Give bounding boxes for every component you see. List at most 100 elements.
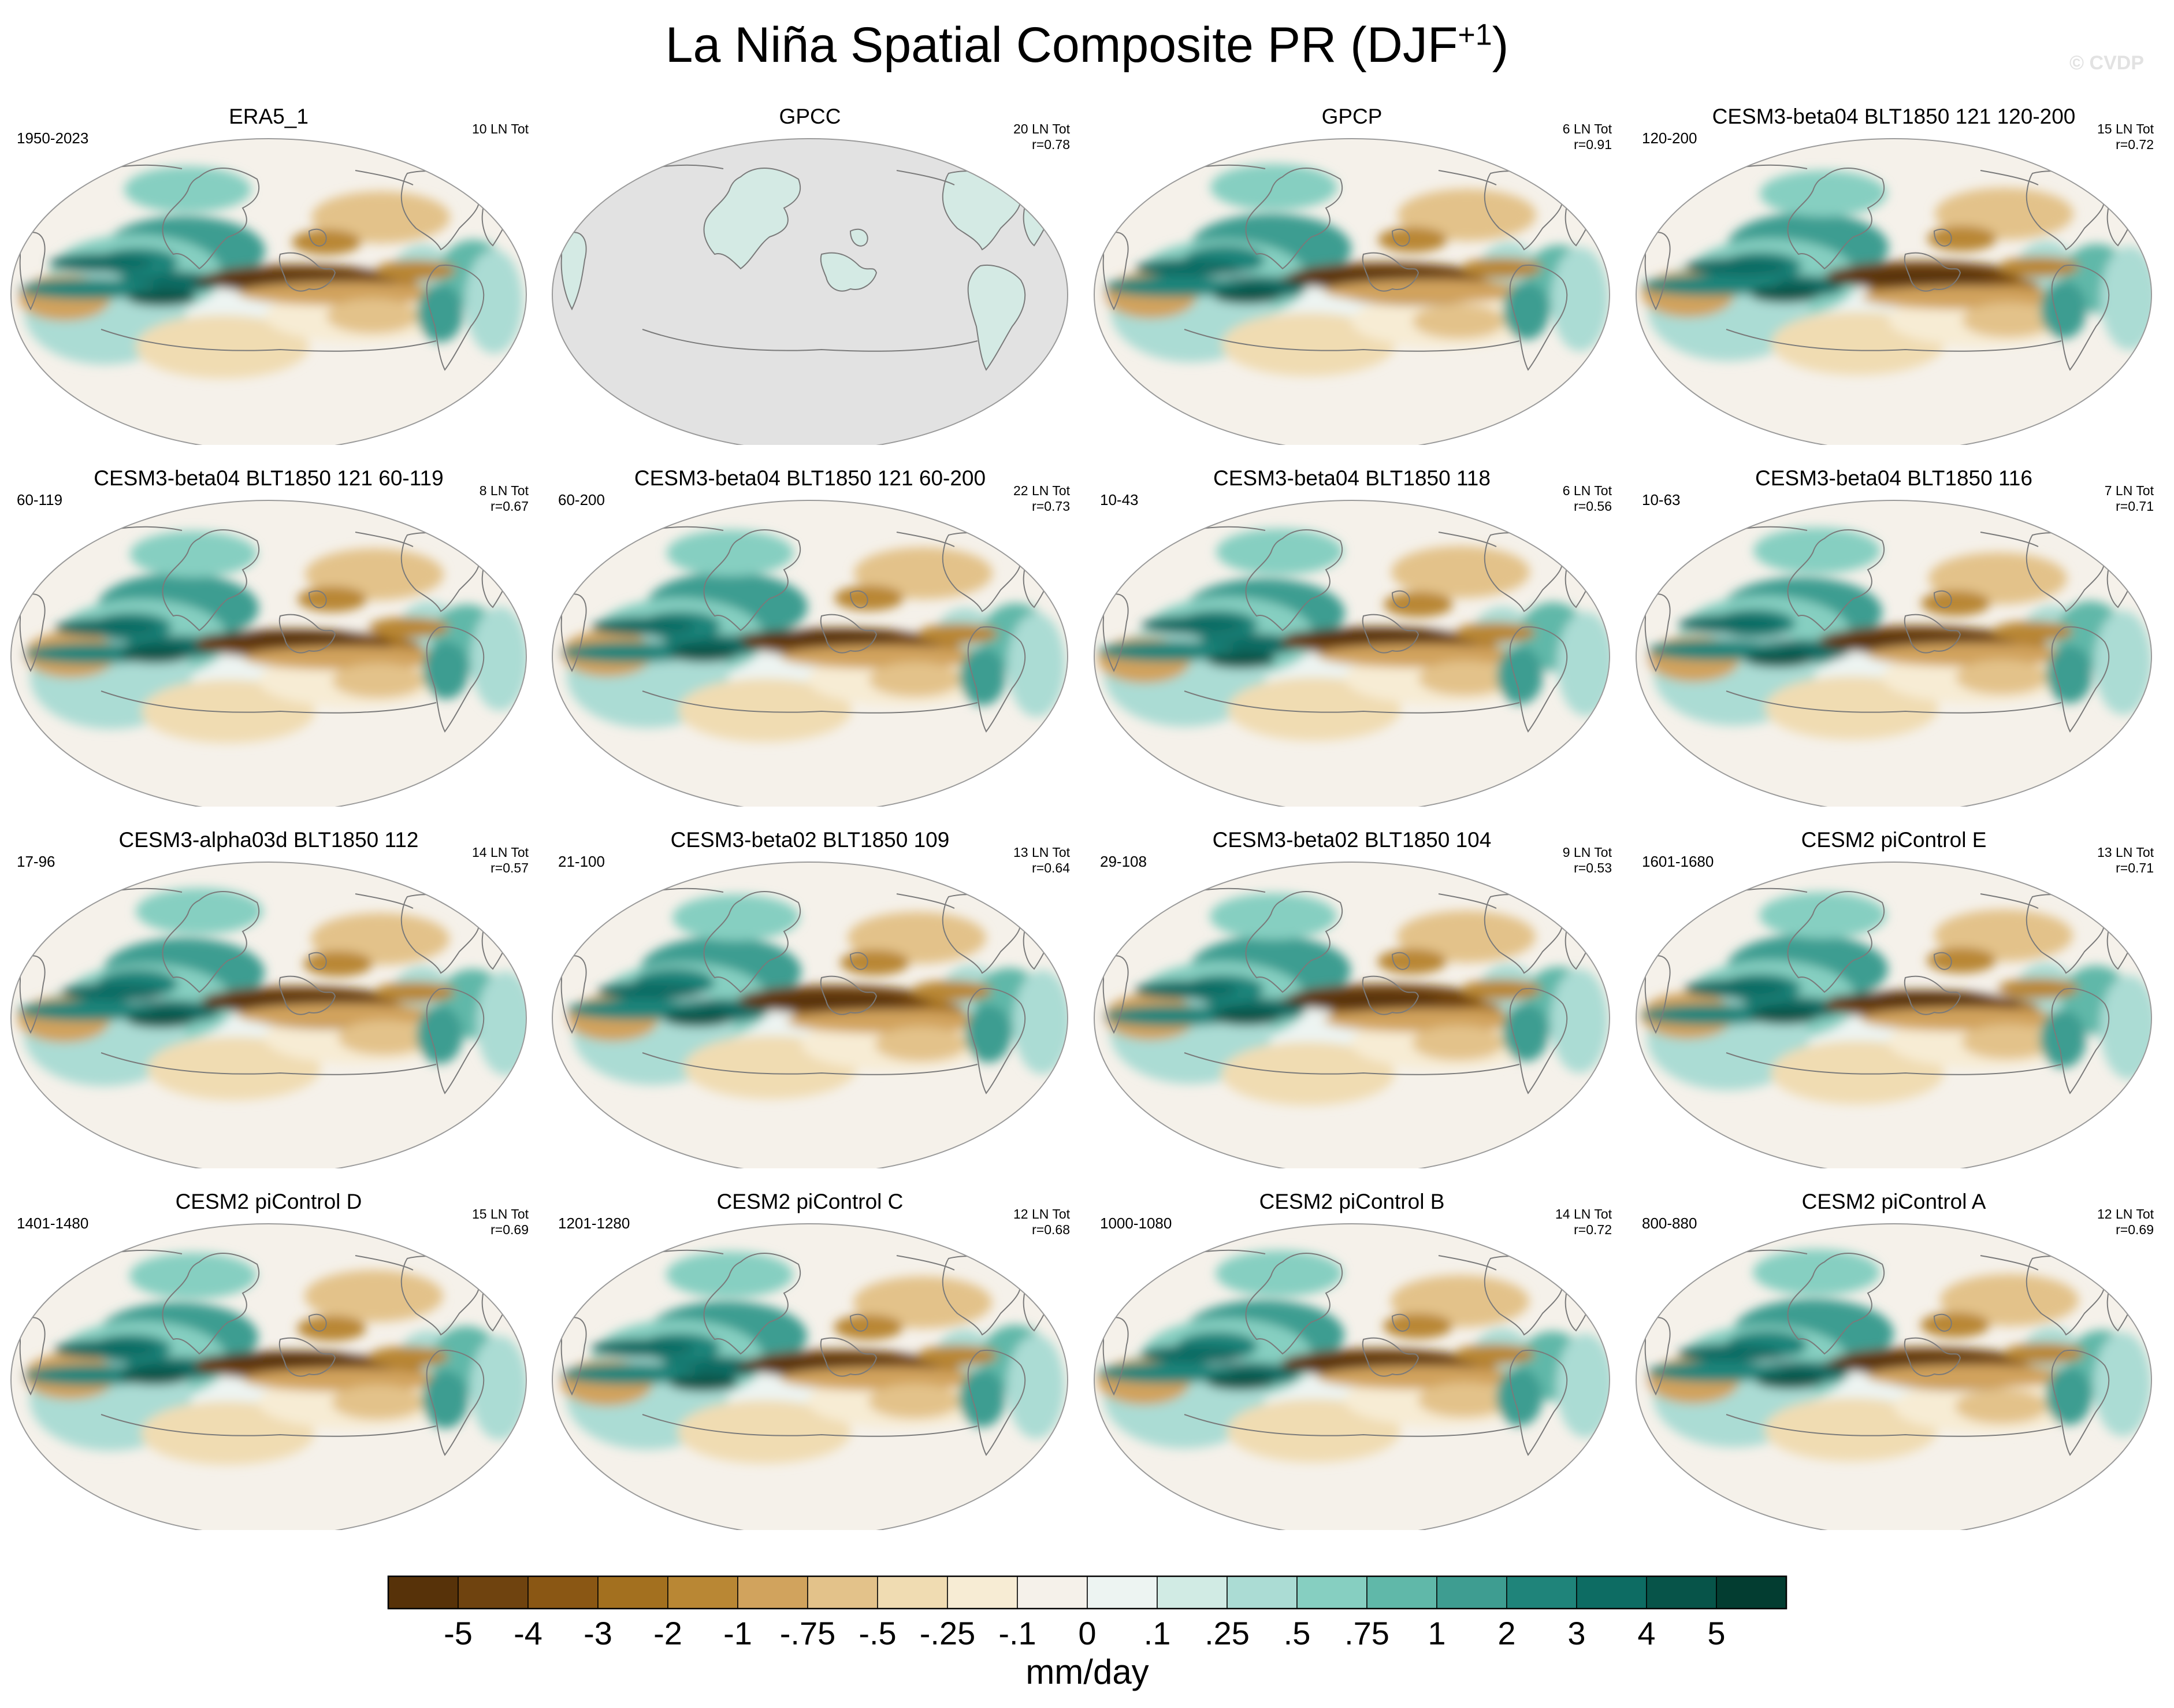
precip-anomaly-region (1861, 286, 2069, 309)
precip-anomaly-region (1461, 258, 1542, 279)
ln-total: 15 LN Tot (471, 1206, 529, 1221)
map-outline (10, 862, 527, 1168)
panel-title: CESM3-beta02 BLT1850 104 (1212, 828, 1492, 852)
colorbar-bin (1227, 1576, 1298, 1609)
precip-anomaly-region (304, 1270, 443, 1322)
ln-total: 20 LN Tot (1013, 121, 1070, 136)
precip-anomaly-region (1141, 616, 1245, 634)
precip-anomaly-region (1210, 164, 1337, 210)
precip-field (1638, 528, 2151, 740)
panel-title: CESM3-beta04 BLT1850 121 120-200 (1712, 105, 2076, 128)
precip-anomaly-region (244, 647, 452, 670)
panel-stats: 12 LN Tot r=0.69 (2097, 1206, 2154, 1238)
precip-field (1098, 529, 1610, 741)
precip-field (557, 894, 1068, 1099)
panel-stats: 14 LN Tot r=0.57 (472, 845, 529, 876)
colorbar-bin (1716, 1576, 1787, 1609)
precip-anomaly-region (1759, 892, 1886, 938)
precip-field (11, 166, 523, 378)
precip-anomaly-region (374, 982, 455, 1002)
precip-anomaly-region (1227, 1399, 1400, 1462)
precip-anomaly-region (2004, 1343, 2084, 1364)
precip-anomaly-region (1557, 612, 1610, 716)
colorbar-bin (1506, 1576, 1577, 1609)
precip-anomaly-region (1998, 257, 2079, 277)
panel-stats: 13 LN Tot r=0.64 (1013, 845, 1070, 876)
map-panel: CESM3-beta02 BLT1850 104 29-108 9 LN Tot r=… (1092, 827, 1612, 1174)
colorbar-bin (388, 1576, 459, 1609)
precip-anomaly-region (2101, 246, 2151, 350)
precip-anomaly-region (2046, 645, 2093, 703)
precip-field (1637, 1249, 2151, 1461)
colorbar-bin (1087, 1576, 1158, 1609)
panel-stats: 6 LN Tot r=0.91 (1563, 121, 1612, 153)
colorbar-bin (877, 1576, 948, 1609)
precip-anomaly-region (1206, 1373, 1275, 1390)
precip-anomaly-region (1391, 546, 1530, 598)
precip-anomaly-region (1140, 1345, 1244, 1364)
panel-stats: 6 LN Tot r=0.56 (1563, 483, 1612, 514)
precip-anomaly-region (417, 284, 463, 342)
precip-anomaly-region (368, 1346, 449, 1367)
precip-anomaly-region (243, 1368, 451, 1391)
precip-anomaly-region (1383, 1313, 1452, 1339)
pattern-correlation: r=0.91 (1574, 137, 1612, 152)
precip-anomaly-region (2094, 611, 2151, 715)
precip-anomaly-region (786, 1010, 994, 1033)
map-outline (1636, 138, 2152, 445)
precip-anomaly-region (1992, 621, 2073, 642)
precip-anomaly-region (369, 617, 449, 638)
colorbar-tick-label: -.1 (998, 1615, 1036, 1651)
map-outline (552, 500, 1068, 807)
precip-anomaly-region (965, 1005, 1012, 1063)
colorbar-bin (597, 1576, 668, 1609)
precip-field (14, 531, 526, 743)
precip-anomaly-region (869, 662, 961, 697)
missing-data-mask (552, 139, 1068, 445)
ln-total: 6 LN Tot (1562, 121, 1612, 136)
precip-anomaly-region (237, 1004, 445, 1027)
precip-anomaly-region (853, 1276, 992, 1328)
colorbar-tick-label: .25 (1205, 1615, 1250, 1651)
panel-title: CESM2 piControl D (175, 1190, 362, 1213)
panel-stats: 15 LN Tot r=0.69 (472, 1206, 529, 1238)
precip-anomaly-region (375, 260, 456, 281)
precip-anomaly-region (142, 680, 315, 743)
precip-anomaly-region (672, 894, 800, 941)
precip-anomaly-region (1007, 1335, 1065, 1439)
precip-anomaly-region (1497, 647, 1543, 704)
colorbar-bin (1646, 1576, 1717, 1609)
panel-years: 60-119 (17, 491, 63, 508)
map-panel: ERA5_1 1950-2023 10 LN Tot (9, 104, 529, 451)
precip-anomaly-region (1454, 1344, 1535, 1365)
precip-anomaly-region (1771, 1041, 1944, 1104)
precip-anomaly-region (1135, 981, 1239, 999)
precip-anomaly-region (126, 1011, 195, 1028)
precip-anomaly-region (130, 531, 257, 577)
panel-years: 1201-1280 (558, 1215, 630, 1232)
map-svg (10, 1223, 527, 1530)
precip-anomaly-region (854, 547, 993, 599)
map-outline (10, 1223, 527, 1530)
panel-title: ERA5_1 (229, 105, 309, 128)
map-panel: CESM2 piControl B 1000-1080 14 LN Tot r=0.7… (1092, 1189, 1612, 1536)
precip-anomaly-region (120, 646, 189, 663)
panel-title: CESM2 piControl A (1801, 1190, 1986, 1213)
precip-anomaly-region (1503, 282, 1549, 340)
ln-total: 10 LN Tot (471, 121, 529, 136)
precip-anomaly-region (1927, 948, 1996, 973)
map-svg (552, 862, 1068, 1168)
map-panel: CESM2 piControl C 1201-1280 12 LN Tot r=0.6… (550, 1189, 1070, 1536)
precip-anomaly-region (868, 1384, 961, 1419)
precip-anomaly-region (1503, 1004, 1549, 1061)
precip-anomaly-region (326, 299, 419, 333)
panel-title: CESM3-beta04 BLT1850 118 (1213, 466, 1491, 490)
colorbar-tick-label: -.75 (780, 1615, 836, 1651)
ln-total: 8 LN Tot (479, 483, 529, 498)
pattern-correlation: r=0.56 (1574, 499, 1612, 514)
precip-anomaly-region (55, 618, 159, 637)
map-panel: CESM3-beta04 BLT1850 118 10-43 6 LN Tot r=0… (1092, 466, 1612, 812)
pattern-correlation: r=0.64 (1032, 860, 1070, 875)
map-svg (552, 1223, 1068, 1530)
precip-anomaly-region (2040, 1010, 2086, 1068)
